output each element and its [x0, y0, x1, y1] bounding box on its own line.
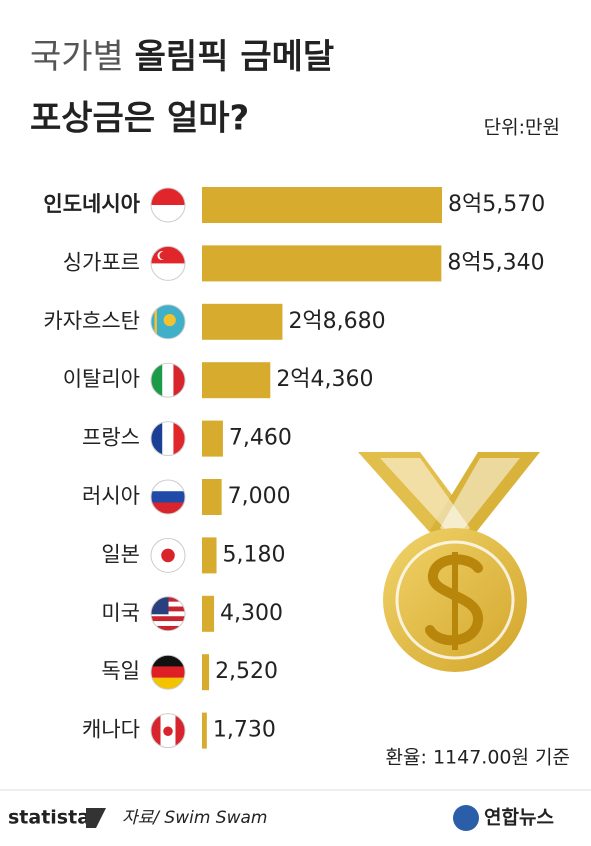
flag-part	[173, 421, 185, 456]
category-label: 싱가포르	[63, 250, 140, 274]
flag-part	[159, 251, 168, 260]
value-label: 8억5,340	[447, 250, 544, 275]
flag-part	[151, 246, 185, 264]
chart-title: 국가별 올림픽 금메달	[30, 37, 334, 77]
flag-part	[151, 363, 164, 398]
bar	[202, 303, 283, 340]
bar	[202, 187, 442, 223]
statista-icon	[86, 808, 106, 828]
category-label: 인도네시아	[43, 192, 140, 216]
flag-icon	[151, 713, 185, 748]
flag-part	[151, 421, 164, 456]
flag-part	[151, 625, 185, 631]
flag-border	[150, 187, 186, 223]
flag-part	[163, 726, 173, 737]
yonhap-logo	[453, 805, 479, 831]
medal-icon	[358, 452, 540, 672]
flag-border	[150, 362, 186, 398]
flag-icon	[151, 480, 185, 514]
flag-icon	[151, 363, 185, 398]
flag-part	[151, 491, 185, 504]
category-label: 러시아	[82, 484, 140, 508]
bar	[202, 420, 223, 457]
brand-statista: statista	[8, 807, 90, 829]
brand-yonhap: 연합뉴스	[484, 807, 554, 829]
bar	[202, 712, 207, 749]
flag-icon	[151, 421, 185, 456]
flag-part	[151, 188, 185, 206]
flag-part	[151, 713, 162, 748]
bar	[202, 245, 442, 282]
bar	[202, 537, 217, 574]
chart-title: 포상금은 얼마?	[30, 99, 249, 139]
flag-border	[150, 479, 186, 515]
bar	[202, 362, 271, 399]
value-label: 7,460	[229, 426, 292, 451]
value-label: 2억4,360	[276, 367, 373, 392]
flag-part	[162, 363, 175, 398]
flag-border	[150, 421, 186, 457]
flag-part	[151, 666, 185, 679]
category-label: 프랑스	[82, 426, 140, 450]
flag-part	[151, 263, 185, 281]
category-label: 캐나다	[82, 718, 140, 742]
flag-part	[173, 363, 185, 398]
category-label: 미국	[101, 601, 140, 625]
flag-border	[150, 596, 186, 632]
flag-part	[161, 548, 175, 563]
flag-part	[162, 421, 175, 456]
note: 환율: 1147.00원 기준	[386, 747, 570, 769]
flag-part	[151, 677, 185, 690]
bar	[202, 595, 215, 632]
flag-part	[151, 616, 185, 622]
flag-border	[150, 713, 186, 749]
value-label: 8억5,570	[448, 192, 545, 217]
flag-icon	[151, 655, 185, 690]
category-label: 이탈리아	[63, 367, 140, 391]
flag-part	[151, 655, 185, 668]
flag-part	[163, 313, 176, 327]
flag-icon	[151, 304, 185, 339]
flag-icon	[151, 246, 185, 281]
unit-label: 단위:만원	[484, 117, 560, 139]
flag-icon	[151, 538, 185, 573]
category-label: 카자흐스탄	[43, 309, 140, 333]
flag-part	[151, 502, 185, 514]
source: 자료/ Swim Swam	[122, 808, 267, 828]
flag-icon	[151, 188, 185, 222]
flag-border	[150, 304, 186, 340]
flag-border	[150, 537, 186, 573]
flag-part	[151, 205, 185, 222]
flag-border	[150, 654, 186, 690]
bar	[202, 654, 210, 691]
value-label: 2,520	[215, 659, 278, 684]
category-label: 독일	[101, 659, 140, 683]
flag-part	[151, 621, 185, 627]
value-label: 5,180	[223, 542, 286, 567]
flag-part	[154, 308, 157, 336]
value-label: 7,000	[228, 484, 291, 509]
value-label: 4,300	[220, 601, 283, 626]
value-label: 2억8,680	[288, 309, 385, 334]
bar	[202, 479, 222, 515]
value-label: 1,730	[213, 718, 276, 743]
flag-part	[151, 480, 185, 493]
flag-border	[150, 245, 186, 281]
category-label: 일본	[101, 542, 140, 566]
flag-part	[175, 713, 185, 748]
